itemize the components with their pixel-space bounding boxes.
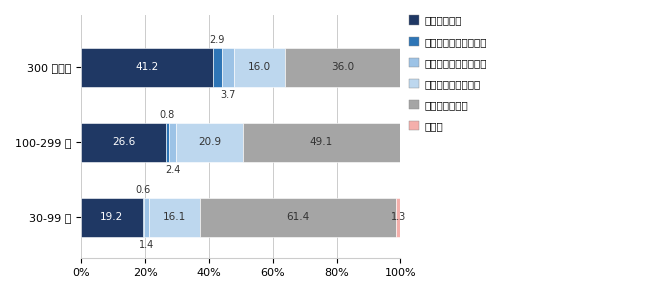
Bar [285,48,400,87]
Text: 0.6: 0.6 [136,185,151,195]
Bar [166,123,168,162]
Text: 16.0: 16.0 [248,62,271,72]
Bar [213,48,222,87]
Bar [81,198,142,236]
Text: 1.4: 1.4 [139,240,154,250]
Bar [176,123,243,162]
Text: 2.9: 2.9 [210,35,225,45]
Bar [396,198,400,236]
Text: 61.4: 61.4 [287,212,310,222]
Bar [222,48,234,87]
Text: 26.6: 26.6 [112,137,135,147]
Text: 0.8: 0.8 [160,110,175,120]
Bar [200,198,396,236]
Bar [149,198,200,236]
Bar [144,198,149,236]
Text: 16.1: 16.1 [163,212,186,222]
Text: 41.2: 41.2 [135,62,159,72]
Bar [81,48,213,87]
Bar [168,123,176,162]
Text: 3.7: 3.7 [220,90,235,100]
Text: 2.4: 2.4 [165,165,180,175]
Bar [243,123,400,162]
Bar [234,48,285,87]
Text: 1.3: 1.3 [391,212,406,222]
Bar [81,123,166,162]
Text: 20.9: 20.9 [198,137,221,147]
Text: 36.0: 36.0 [331,62,354,72]
Bar [142,198,144,236]
Legend: 導入している, 具体的に導入予定あり, １年以内の導入を検討, 将来的に導入を検討, 導入予定はない, 無回答: 導入している, 具体的に導入予定あり, １年以内の導入を検討, 将来的に導入を検… [409,15,487,131]
Text: 19.2: 19.2 [100,212,124,222]
Text: 49.1: 49.1 [310,137,333,147]
